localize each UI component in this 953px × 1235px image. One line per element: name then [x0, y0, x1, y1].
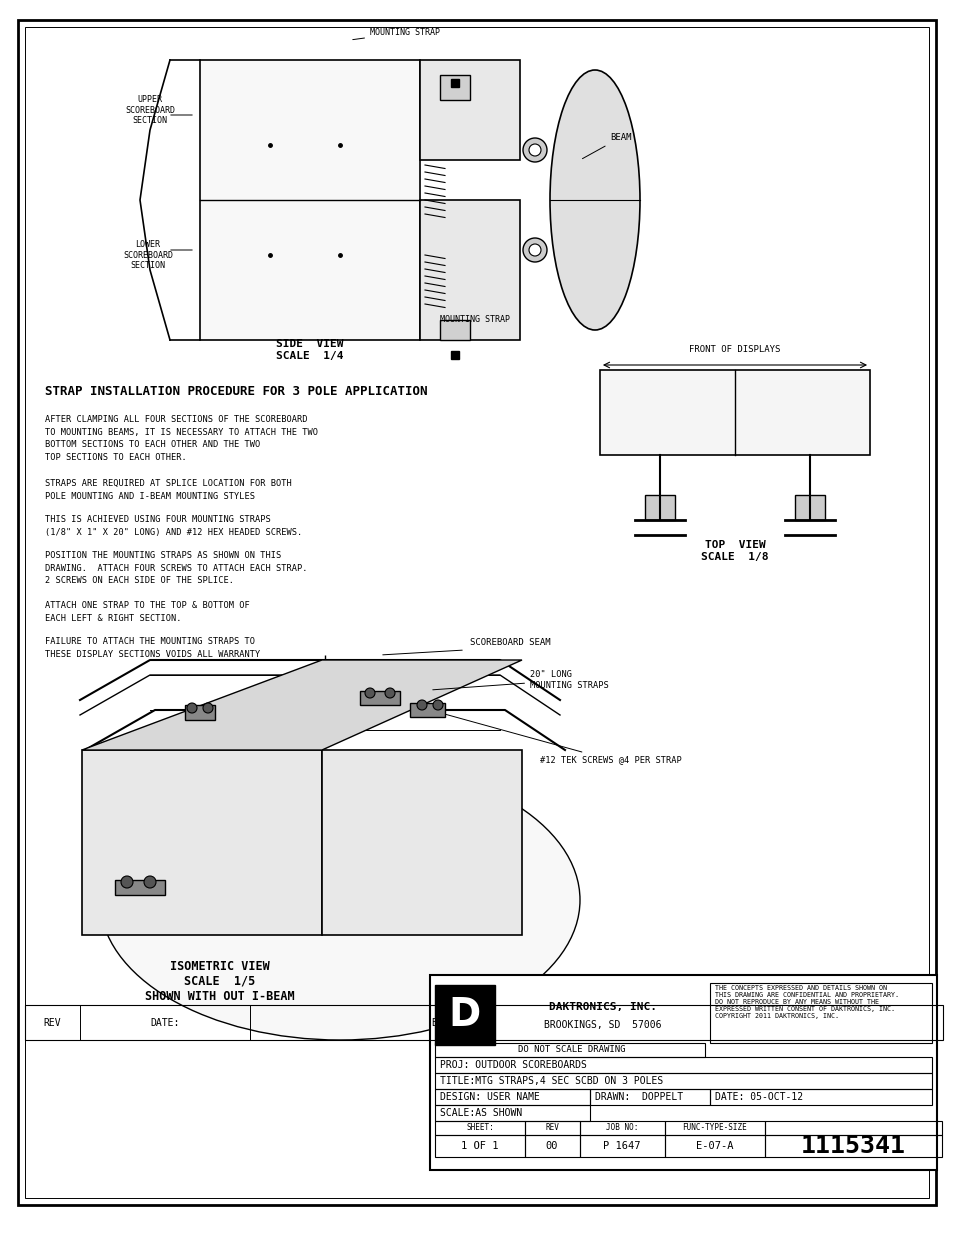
Text: 1115341: 1115341 — [800, 1134, 904, 1158]
Text: AFTER CLAMPING ALL FOUR SECTIONS OF THE SCOREBOARD
TO MOUNTING BEAMS, IT IS NECE: AFTER CLAMPING ALL FOUR SECTIONS OF THE … — [45, 415, 317, 462]
Text: THE CONCEPTS EXPRESSED AND DETAILS SHOWN ON
THIS DRAWING ARE CONFIDENTIAL AND PR: THE CONCEPTS EXPRESSED AND DETAILS SHOWN… — [714, 986, 898, 1019]
Bar — [435, 1044, 704, 1057]
Text: DRAWN:  DOPPELT: DRAWN: DOPPELT — [595, 1092, 682, 1102]
Polygon shape — [82, 659, 521, 750]
Bar — [524, 1135, 579, 1157]
Text: DESIGN: USER NAME: DESIGN: USER NAME — [439, 1092, 539, 1102]
Bar — [410, 703, 444, 718]
Text: POSITION THE MOUNTING STRAPS AS SHOWN ON THIS
DRAWING.  ATTACH FOUR SCREWS TO AT: POSITION THE MOUNTING STRAPS AS SHOWN ON… — [45, 551, 307, 585]
Text: DATE:: DATE: — [151, 1018, 179, 1028]
Circle shape — [529, 144, 540, 156]
Text: JOB NO:: JOB NO: — [605, 1124, 638, 1132]
Text: LOWER
SCOREBOARD
SECTION: LOWER SCOREBOARD SECTION — [123, 240, 172, 270]
Circle shape — [187, 703, 196, 713]
Bar — [322, 750, 521, 935]
Text: STRAPS ARE REQUIRED AT SPLICE LOCATION FOR BOTH
POLE MOUNTING AND I-BEAM MOUNTIN: STRAPS ARE REQUIRED AT SPLICE LOCATION F… — [45, 479, 292, 500]
Circle shape — [365, 688, 375, 698]
Bar — [589, 1089, 709, 1105]
Bar — [664, 1121, 764, 1135]
Bar — [764, 1135, 941, 1157]
Bar — [435, 1073, 931, 1089]
Bar — [579, 1121, 664, 1135]
Circle shape — [385, 688, 395, 698]
Text: BEAM: BEAM — [582, 133, 631, 158]
Text: SCALE:AS SHOWN: SCALE:AS SHOWN — [439, 1108, 521, 1118]
Text: THIS IS ACHIEVED USING FOUR MOUNTING STRAPS
(1/8" X 1" X 20" LONG) AND #12 HEX H: THIS IS ACHIEVED USING FOUR MOUNTING STR… — [45, 515, 302, 536]
Text: FRONT OF DISPLAYS: FRONT OF DISPLAYS — [689, 345, 780, 354]
Bar — [439, 320, 470, 340]
Text: TITLE:MTG STRAPS,4 SEC SCBD ON 3 POLES: TITLE:MTG STRAPS,4 SEC SCBD ON 3 POLES — [439, 1076, 662, 1086]
Text: DATE: 05-OCT-12: DATE: 05-OCT-12 — [714, 1092, 802, 1102]
Circle shape — [529, 245, 540, 256]
Bar — [419, 61, 519, 161]
Text: TOP  VIEW
SCALE  1/8: TOP VIEW SCALE 1/8 — [700, 540, 768, 562]
Text: PROJ: OUTDOOR SCOREBOARDS: PROJ: OUTDOOR SCOREBOARDS — [439, 1060, 586, 1070]
Text: 00: 00 — [545, 1141, 558, 1151]
Text: SCOREBOARD SEAM: SCOREBOARD SEAM — [470, 638, 550, 647]
Bar — [709, 983, 931, 1044]
Bar — [419, 200, 519, 340]
Text: BY:: BY: — [431, 1018, 448, 1028]
Bar — [185, 705, 214, 720]
Text: ISOMETRIC VIEW
SCALE  1/5
SHOWN WITH OUT I-BEAM: ISOMETRIC VIEW SCALE 1/5 SHOWN WITH OUT … — [145, 960, 294, 1003]
Bar — [599, 370, 869, 454]
Circle shape — [144, 876, 156, 888]
Text: ATTACH ONE STRAP TO THE TOP & BOTTOM OF
EACH LEFT & RIGHT SECTION.: ATTACH ONE STRAP TO THE TOP & BOTTOM OF … — [45, 601, 250, 622]
Text: 20" LONG
MOUNTING STRAPS: 20" LONG MOUNTING STRAPS — [433, 671, 608, 690]
Bar — [435, 1121, 524, 1135]
Bar — [794, 495, 824, 520]
Text: DAKTRONICS, INC.: DAKTRONICS, INC. — [548, 1002, 657, 1011]
Circle shape — [522, 138, 546, 162]
Text: FAILURE TO ATTACH THE MOUNTING STRAPS TO
THESE DISPLAY SECTIONS VOIDS ALL WARRAN: FAILURE TO ATTACH THE MOUNTING STRAPS TO… — [45, 637, 260, 658]
Circle shape — [203, 703, 213, 713]
Bar — [435, 1135, 524, 1157]
Text: REV: REV — [43, 1018, 61, 1028]
Circle shape — [522, 238, 546, 262]
Text: E-07-A: E-07-A — [696, 1141, 733, 1151]
Text: SHEET:: SHEET: — [466, 1124, 494, 1132]
Ellipse shape — [550, 70, 639, 330]
Text: #12 TEK SCREWS @4 PER STRAP: #12 TEK SCREWS @4 PER STRAP — [433, 710, 681, 764]
Bar — [524, 1121, 579, 1135]
Text: REV: REV — [544, 1124, 558, 1132]
Text: FUNC-TYPE-SIZE: FUNC-TYPE-SIZE — [682, 1124, 746, 1132]
Text: SIDE  VIEW
SCALE  1/4: SIDE VIEW SCALE 1/4 — [276, 340, 343, 361]
Text: BROOKINGS, SD  57006: BROOKINGS, SD 57006 — [543, 1020, 661, 1030]
Bar — [764, 1121, 941, 1135]
Bar — [709, 1089, 931, 1105]
Text: D: D — [449, 995, 480, 1034]
Bar — [579, 1135, 664, 1157]
Circle shape — [433, 700, 442, 710]
Bar — [439, 75, 470, 100]
Bar — [435, 986, 495, 1045]
Bar — [435, 1057, 931, 1073]
Ellipse shape — [100, 760, 579, 1040]
Bar — [115, 881, 165, 895]
Text: STRAP INSTALLATION PROCEDURE FOR 3 POLE APPLICATION: STRAP INSTALLATION PROCEDURE FOR 3 POLE … — [45, 385, 427, 398]
Text: DO NOT SCALE DRAWING: DO NOT SCALE DRAWING — [517, 1046, 625, 1055]
Circle shape — [121, 876, 132, 888]
Text: 1 OF 1: 1 OF 1 — [460, 1141, 498, 1151]
Bar — [435, 1105, 589, 1121]
Bar — [664, 1135, 764, 1157]
Bar — [359, 692, 399, 705]
Bar — [25, 1005, 942, 1040]
Bar — [435, 1089, 589, 1105]
Text: MOUNTING STRAP: MOUNTING STRAP — [353, 28, 439, 40]
Bar — [430, 974, 936, 1170]
Circle shape — [416, 700, 427, 710]
Text: MOUNTING STRAP: MOUNTING STRAP — [439, 315, 510, 324]
Bar — [200, 61, 419, 340]
Bar — [82, 750, 322, 935]
Text: P 1647: P 1647 — [602, 1141, 640, 1151]
Text: UPPER
SCOREBOARD
SECTION: UPPER SCOREBOARD SECTION — [125, 95, 174, 125]
Bar — [644, 495, 675, 520]
